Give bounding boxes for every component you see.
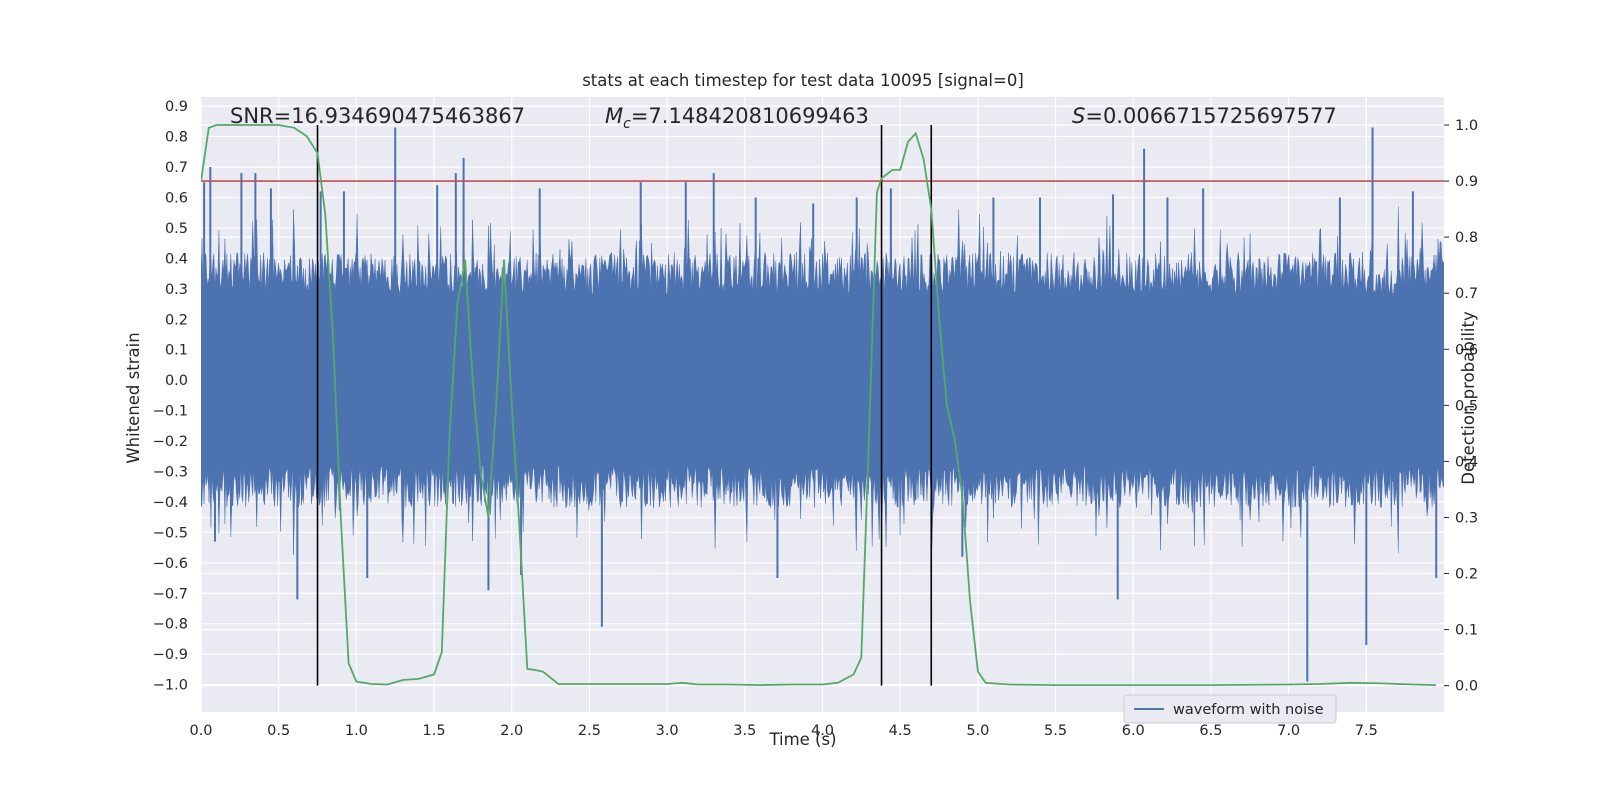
x-tick-label-15: 7.5 xyxy=(1355,723,1378,739)
y-right-tick-label-0: 1.0 xyxy=(1455,118,1478,134)
x-tick-label-4: 2.0 xyxy=(500,723,523,739)
waveform-spikes xyxy=(203,127,1438,682)
chirp-mass-value: =7.148420810699463 xyxy=(631,104,869,128)
y-right-tick-label-7: 0.3 xyxy=(1455,510,1478,526)
y-axis-right-label: Detection probability xyxy=(1459,311,1478,485)
x-tick-label-3: 1.5 xyxy=(423,723,446,739)
y-tick-label-11: −0.2 xyxy=(153,434,188,450)
y-tick-label-3: 0.6 xyxy=(165,190,188,206)
y-right-tick-label-3: 0.7 xyxy=(1455,286,1478,302)
x-tick-label-8: 4.0 xyxy=(811,723,834,739)
detection-probability-series xyxy=(201,124,1437,687)
y-axis-right-ticks: 1.0 0.9 0.8 0.7 0.6 0.5 0.4 0.3 0.2 0.1 0.0 xyxy=(1444,118,1478,695)
waveform-series xyxy=(201,206,1444,555)
y-tick-label-17: −0.8 xyxy=(153,617,188,633)
y-tick-label-9: 0.0 xyxy=(165,373,188,389)
y-tick-label-19: −1.0 xyxy=(153,678,188,694)
y-tick-label-15: −0.6 xyxy=(153,556,188,572)
x-tick-label-0: 0.0 xyxy=(189,723,212,739)
y-axis-label: Whitened strain xyxy=(124,332,143,463)
snr-annotation: SNR=16.934690475463867 xyxy=(230,104,525,128)
x-tick-label-11: 5.5 xyxy=(1044,723,1067,739)
y-tick-label-10: −0.1 xyxy=(153,404,188,420)
chirp-mass-symbol: M xyxy=(605,104,623,128)
chirp-mass-annotation: Mc=7.148420810699463 xyxy=(605,104,869,132)
y-tick-label-18: −0.9 xyxy=(153,647,188,663)
y-tick-label-2: 0.7 xyxy=(165,160,188,176)
y-right-tick-label-6: 0.4 xyxy=(1455,454,1478,470)
x-tick-label-12: 6.0 xyxy=(1122,723,1145,739)
x-tick-label-13: 6.5 xyxy=(1199,723,1222,739)
y-right-tick-label-4: 0.6 xyxy=(1455,342,1478,358)
x-tick-label-5: 2.5 xyxy=(578,723,601,739)
y-tick-label-14: −0.5 xyxy=(153,525,188,541)
x-tick-label-2: 1.0 xyxy=(345,723,368,739)
y-right-tick-label-2: 0.8 xyxy=(1455,230,1478,246)
y-tick-label-4: 0.5 xyxy=(165,221,188,237)
x-tick-label-14: 7.0 xyxy=(1277,723,1300,739)
x-tick-label-1: 0.5 xyxy=(267,723,290,739)
y-right-tick-label-10: 0.0 xyxy=(1455,679,1478,695)
chirp-mass-subscript: c xyxy=(623,116,631,132)
y-tick-label-6: 0.3 xyxy=(165,282,188,298)
x-tick-label-10: 5.0 xyxy=(966,723,989,739)
x-tick-label-9: 4.5 xyxy=(889,723,912,739)
y-axis-ticks: 0.9 0.8 0.7 0.6 0.5 0.4 0.3 0.2 0.1 0.0 −0.1 −0.2 −0… xyxy=(153,99,188,693)
y-right-tick-label-1: 0.9 xyxy=(1455,174,1478,190)
x-axis-ticks: 0.0 0.5 1.0 1.5 2.0 2.5 3.0 3.5 4.0 4.5 5.0 5.5 6.0 6… xyxy=(189,723,1377,739)
legend-label: waveform with noise xyxy=(1173,702,1324,718)
s-symbol: S xyxy=(1072,104,1085,128)
x-tick-label-7: 3.5 xyxy=(733,723,756,739)
y-tick-label-13: −0.4 xyxy=(153,495,188,511)
y-tick-label-8: 0.1 xyxy=(165,343,188,359)
y-right-tick-label-8: 0.2 xyxy=(1455,567,1478,583)
x-axis-label: Time (s) xyxy=(768,730,836,749)
y-right-tick-label-9: 0.1 xyxy=(1455,623,1478,639)
y-tick-label-5: 0.4 xyxy=(165,251,188,267)
chart-title: stats at each timestep for test data 100… xyxy=(582,71,1024,90)
y-tick-label-1: 0.8 xyxy=(165,130,188,146)
y-tick-label-16: −0.7 xyxy=(153,586,188,602)
s-value: =0.0066715725697577 xyxy=(1085,104,1336,128)
legend: waveform with noise xyxy=(1123,694,1337,724)
legend-box xyxy=(1123,694,1337,724)
x-tick-label-6: 3.0 xyxy=(656,723,679,739)
y-tick-label-0: 0.9 xyxy=(165,99,188,115)
s-annotation: S=0.0066715725697577 xyxy=(1072,104,1337,128)
y-tick-label-7: 0.2 xyxy=(165,312,188,328)
y-tick-label-12: −0.3 xyxy=(153,464,188,480)
y-right-tick-label-5: 0.5 xyxy=(1455,398,1478,414)
